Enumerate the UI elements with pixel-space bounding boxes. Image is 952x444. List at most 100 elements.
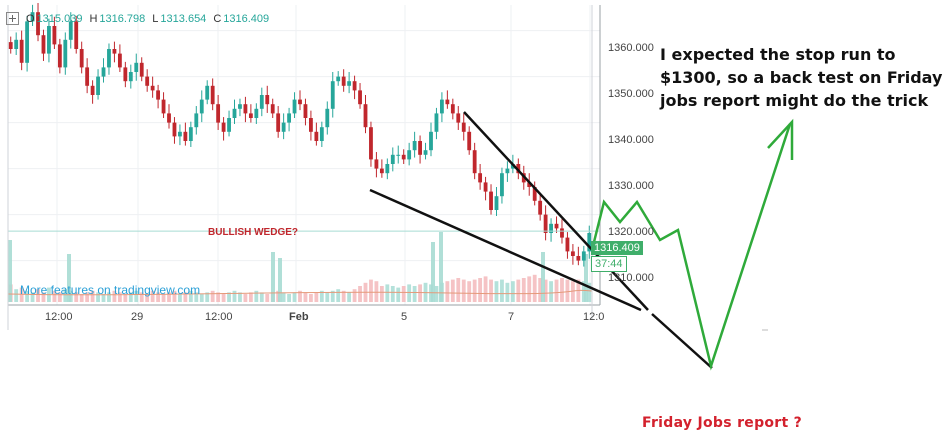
candle-body (478, 173, 483, 183)
candle-body (276, 113, 281, 132)
volume-bar (254, 290, 259, 302)
candle-body (172, 122, 177, 137)
time-tick-label: 12:0 (583, 311, 605, 323)
candle-body (489, 191, 493, 210)
candle-body (325, 108, 330, 128)
time-tick-label: 5 (401, 311, 408, 323)
candle-body (194, 113, 199, 128)
volume-bar (167, 292, 171, 302)
candle-body (319, 127, 324, 141)
volume-bar (429, 284, 433, 302)
candle-body (347, 81, 352, 86)
volume-bar (494, 281, 499, 302)
candle-body (74, 21, 79, 49)
candle-body (543, 214, 548, 233)
candle-body (145, 76, 150, 86)
volume-bar (221, 294, 226, 302)
candle-body (358, 90, 362, 105)
projection-arrowhead (767, 118, 794, 160)
volume-bar (281, 292, 286, 302)
candle-body (467, 131, 472, 151)
candle-body (379, 168, 384, 174)
candle-body (19, 39, 24, 63)
candle-body (117, 53, 122, 68)
candle-body (401, 154, 406, 160)
annotation-layer (369, 111, 794, 371)
candle-body (254, 108, 259, 118)
candle-body (390, 154, 395, 164)
candle-body (412, 141, 417, 151)
ohlc-close-value: 1316.409 (223, 12, 270, 25)
candle-body (161, 99, 166, 114)
candle-body (341, 76, 346, 86)
volume-bar (374, 281, 379, 302)
ohlc-low-key: L (152, 12, 159, 25)
volume-bar (259, 292, 264, 302)
volume-bar (178, 294, 182, 302)
volume-bar (401, 286, 406, 302)
candle-body (527, 182, 532, 187)
candle-body (292, 99, 297, 114)
candle-body (369, 127, 373, 160)
candle-body (259, 95, 264, 109)
volume-bar (483, 276, 488, 302)
volume-bar (407, 284, 412, 302)
candle-body (461, 122, 466, 132)
price-tick-label: 1320.000 (608, 226, 654, 238)
volume-bar (74, 292, 79, 302)
volume-bar (188, 290, 193, 302)
candle-body (30, 12, 35, 22)
candle-body (423, 150, 428, 155)
volume-bar (396, 287, 401, 302)
current-price-badge: 1316.409 (591, 241, 643, 255)
volume-bar (541, 252, 545, 302)
volume-bar (510, 281, 515, 302)
candle-body (188, 127, 193, 141)
volume-ma-line (7, 289, 593, 296)
candle-body (150, 85, 155, 91)
volume-bar (112, 290, 117, 302)
candle-body (374, 159, 379, 169)
volume-bar (587, 282, 592, 302)
volume-bar (431, 242, 435, 302)
candle-body (112, 49, 117, 54)
volume-bar (52, 290, 57, 302)
volume-bar (243, 294, 248, 302)
volume-bar (467, 281, 472, 302)
volume-bar (412, 286, 417, 302)
volume-bar (248, 292, 253, 302)
volume-bar (303, 292, 308, 302)
volume-bar (227, 292, 231, 302)
candle-body (445, 99, 450, 105)
expand-icon[interactable] (6, 12, 19, 25)
candle-body (52, 26, 57, 45)
ohlc-high-key: H (89, 12, 98, 25)
axis-lines (7, 5, 768, 331)
ohlc-legend: O 1315.039 H 1316.798 L 1313.654 C 1316.… (6, 12, 269, 25)
candle-body (57, 44, 62, 68)
volume-bar (352, 289, 357, 302)
candle-body (456, 113, 461, 123)
volume-bar (278, 258, 282, 302)
candle-body (63, 39, 68, 68)
volume-bar (199, 294, 204, 302)
candle-body (505, 168, 510, 174)
annotation-note: I expected the stop run to $1300, so a b… (660, 45, 943, 110)
volume-bar (265, 294, 270, 302)
volume-bar (325, 292, 330, 302)
volume-bar (101, 294, 106, 302)
candle-body (314, 131, 319, 141)
volume-bar (210, 290, 215, 302)
volume-bar (450, 279, 455, 302)
candle-body (216, 104, 221, 123)
wedge-label: BULLISH WEDGE? (208, 227, 298, 238)
candle-body (85, 67, 90, 86)
candle-body (309, 118, 313, 132)
candle-body (68, 21, 73, 40)
wedge-lower-line (369, 188, 642, 312)
ohlc-open-key: O (26, 12, 35, 25)
candle-body (581, 251, 586, 261)
tradingview-link[interactable]: More features on tradingview.com (20, 283, 201, 297)
candle-body (532, 187, 537, 201)
